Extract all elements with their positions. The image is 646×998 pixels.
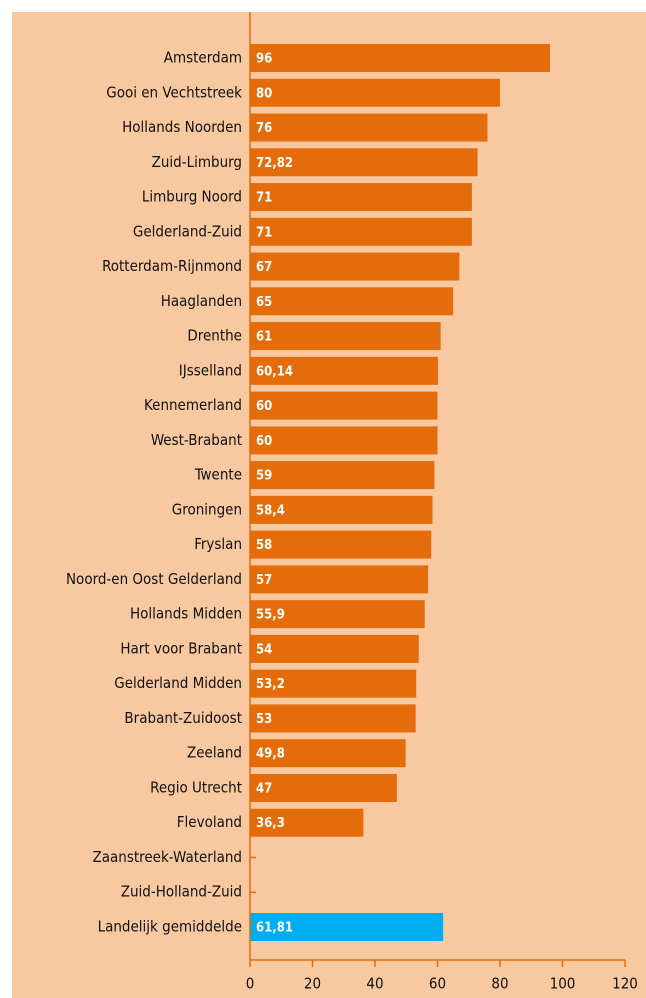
y-tick-label: Flevoland xyxy=(177,813,242,831)
bar xyxy=(250,808,364,837)
bar xyxy=(250,78,500,107)
value-label: 47 xyxy=(256,781,272,796)
x-tick-label: 120 xyxy=(612,975,638,993)
bar xyxy=(250,461,435,490)
y-tick-label: Drenthe xyxy=(187,327,242,345)
bar xyxy=(250,634,419,663)
y-tick-label: Amsterdam xyxy=(164,49,242,67)
value-label: 53,2 xyxy=(256,677,285,692)
value-label: 59 xyxy=(256,469,272,484)
value-label: 60 xyxy=(256,399,272,414)
y-tick-label: Fryslan xyxy=(194,535,242,553)
value-label: 58 xyxy=(256,538,272,553)
value-label: 54 xyxy=(256,642,272,657)
value-label: 61 xyxy=(256,330,272,345)
value-label: 67 xyxy=(256,260,272,275)
x-tick-label: 20 xyxy=(304,975,321,993)
value-label: 36,3 xyxy=(256,816,285,831)
bar xyxy=(250,739,406,768)
bar xyxy=(250,669,417,698)
value-label: 57 xyxy=(256,573,272,588)
bar xyxy=(250,426,438,455)
value-label: 96 xyxy=(256,52,272,67)
value-label: 60,14 xyxy=(256,364,293,379)
bar xyxy=(250,322,441,351)
bar xyxy=(250,183,472,212)
bar xyxy=(250,252,460,281)
value-label: 65 xyxy=(256,295,272,310)
x-tick-label: 0 xyxy=(246,975,255,993)
y-tick-label: Zuid-Holland-Zuid xyxy=(121,883,242,901)
y-tick-label: Hollands Noorden xyxy=(122,118,242,136)
bar xyxy=(250,356,438,385)
value-label: 80 xyxy=(256,86,272,101)
value-label: 76 xyxy=(256,121,272,136)
y-tick-label: Groningen xyxy=(172,500,242,518)
y-tick-label: Kennemerland xyxy=(144,396,242,414)
value-label: 58,4 xyxy=(256,503,285,518)
y-tick-label: Zaanstreek-Waterland xyxy=(93,848,243,866)
bar xyxy=(250,600,425,629)
y-tick-label: Gooi en Vechtstreek xyxy=(106,83,242,101)
y-tick-label: Brabant-Zuidoost xyxy=(124,709,242,727)
bar xyxy=(250,148,478,177)
y-tick-label: Noord-en Oost Gelderland xyxy=(66,570,242,588)
bar xyxy=(250,565,429,594)
bar xyxy=(250,773,397,802)
bar xyxy=(250,217,472,246)
bar xyxy=(250,113,488,142)
bar xyxy=(250,287,454,316)
y-tick-label: IJsselland xyxy=(179,361,242,379)
x-tick-label: 80 xyxy=(491,975,508,993)
y-tick-label: Rotterdam-Rijnmond xyxy=(102,257,242,275)
y-tick-label: Hollands Midden xyxy=(130,605,242,623)
y-tick-label: Zuid-Limburg xyxy=(152,153,242,171)
bar xyxy=(250,704,416,733)
y-tick-label: Hart voor Brabant xyxy=(120,639,242,657)
y-tick-label: Zeeland xyxy=(187,744,242,762)
bar xyxy=(250,913,444,941)
bar xyxy=(250,530,432,559)
value-label: 71 xyxy=(256,225,272,240)
value-label: 49,8 xyxy=(256,747,285,762)
value-label: 55,9 xyxy=(256,608,285,623)
value-label: 71 xyxy=(256,191,272,206)
value-label: 61,81 xyxy=(256,921,293,936)
x-tick-label: 40 xyxy=(366,975,383,993)
bar xyxy=(250,495,433,524)
x-tick-label: 100 xyxy=(550,975,576,993)
y-tick-label: Limburg Noord xyxy=(142,188,242,206)
y-tick-label: Regio Utrecht xyxy=(150,778,242,796)
y-tick-label: Haaglanden xyxy=(161,292,242,310)
value-label: 72,82 xyxy=(256,156,293,171)
value-label: 53 xyxy=(256,712,272,727)
bar xyxy=(250,44,550,72)
y-tick-label: West-Brabant xyxy=(151,431,242,449)
y-tick-label: Gelderland Midden xyxy=(114,674,242,692)
x-tick-label: 60 xyxy=(429,975,446,993)
y-tick-label: Landelijk gemiddelde xyxy=(98,918,242,936)
y-tick-label: Gelderland-Zuid xyxy=(133,222,242,240)
value-label: 60 xyxy=(256,434,272,449)
bar xyxy=(250,391,438,420)
y-tick-label: Twente xyxy=(194,466,242,484)
